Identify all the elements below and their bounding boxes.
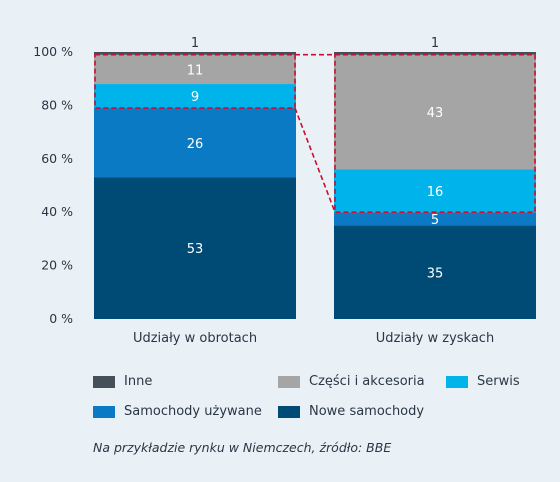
data-label-czesci-i-akcesoria-1: 11 [187,63,204,78]
bar-segment-inne-1 [94,52,296,55]
data-label-inne-2: 1 [431,36,439,51]
y-tick-label: 0 % [49,311,73,326]
x-axis: Udziały w obrotach Udziały w zyskach [133,331,494,346]
bar-segment-samochody-uzywane-1 [94,108,296,178]
annotation-box-1 [94,53,296,109]
x-tick-label-1: Udziały w obrotach [133,331,257,346]
bar-segment-serwis-2 [334,169,536,213]
x-tick-label-2: Udziały w zyskach [376,331,494,346]
source-caption: Na przykładzie rynku w Niemczech, źródło… [93,440,392,455]
bar-segment-czesci-i-akcesoria-1 [94,54,296,85]
data-label-nowe-samochody-2: 35 [427,266,444,281]
data-label-nowe-samochody-1: 53 [187,242,204,257]
bar-segment-samochody-uzywane-2 [334,212,536,226]
bars [94,52,536,319]
annotation-box-2 [334,53,536,213]
y-tick-label: 80 % [41,97,73,112]
y-tick-label: 20 % [41,258,73,273]
data-label-samochody-uzywane-2: 5 [431,213,439,228]
data-label-inne-1: 1 [191,36,199,51]
data-label-samochody-uzywane-1: 26 [187,137,204,152]
bar-segment-serwis-1 [94,84,296,109]
y-tick-label: 60 % [41,151,73,166]
data-label-serwis-2: 16 [427,185,444,200]
y-tick-label: 40 % [41,204,73,219]
bar-segment-czesci-i-akcesoria-2 [334,54,536,170]
bar-segment-inne-2 [334,52,536,55]
data-label-serwis-1: 9 [191,90,199,105]
data-label-czesci-i-akcesoria-2: 43 [427,106,444,121]
bar-segment-nowe-samochody-2 [334,225,536,319]
annotation-outline [94,53,536,213]
y-axis: 0 % 20 % 40 % 60 % 80 % 100 % [33,44,73,326]
bar-segment-nowe-samochody-1 [94,177,296,319]
annotation-connector-bottom [294,107,336,213]
y-tick-label: 100 % [33,44,73,59]
